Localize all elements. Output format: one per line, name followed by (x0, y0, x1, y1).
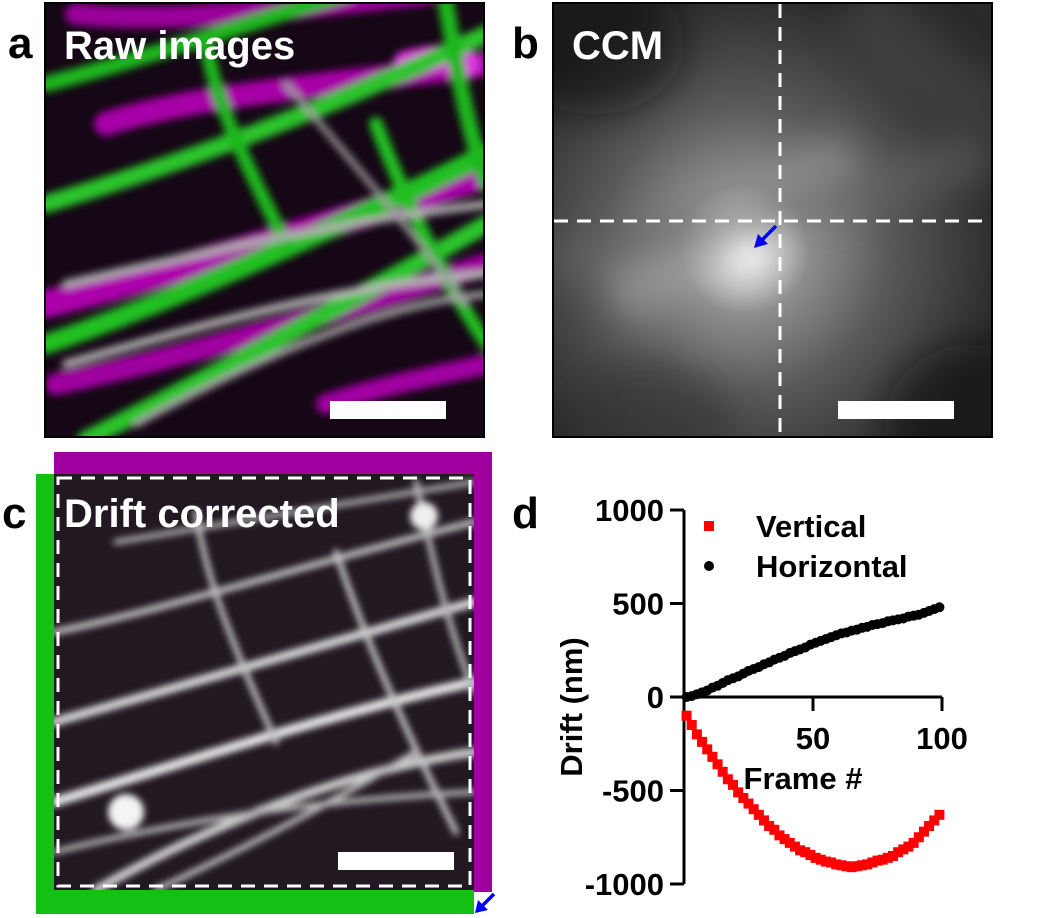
vertical-point (702, 744, 713, 755)
scale-bar (338, 852, 454, 870)
vertical-point (784, 837, 795, 848)
horizontal-point (934, 602, 945, 613)
raw-images-panel: Raw images (44, 2, 485, 438)
vertical-point (748, 804, 759, 815)
vertical-point (872, 855, 883, 866)
vertical-point (738, 792, 749, 803)
vertical-point (903, 841, 914, 852)
vertical-point (908, 837, 919, 848)
vertical-point (789, 841, 800, 852)
vertical-point (743, 798, 754, 809)
vertical-point (841, 861, 852, 872)
vertical-point (707, 751, 718, 762)
ccm-panel: CCM (552, 2, 993, 438)
vertical-point (733, 787, 744, 798)
vertical-point (774, 830, 785, 841)
vertical-point (887, 850, 898, 861)
legend-label: Vertical (756, 509, 866, 544)
vertical-point (728, 779, 739, 790)
vertical-point (924, 821, 935, 832)
vertical-point (764, 821, 775, 832)
panel-d-letter: d (512, 489, 539, 538)
vertical-point (717, 766, 728, 777)
vertical-point (779, 834, 790, 845)
vertical-point (826, 857, 837, 868)
vertical-point (712, 759, 723, 770)
y-tick-label: -1000 (585, 867, 664, 902)
raw-images-micrograph (46, 4, 483, 436)
vertical-point (846, 862, 857, 873)
vertical-point (691, 729, 702, 740)
ccm-title: CCM (572, 24, 664, 68)
drift-chart: 1000 500 0 -500 -1000 50 100 Frame # Drift (nm) V… (554, 494, 968, 902)
y-tick-label: 0 (647, 680, 664, 715)
vertical-point (697, 736, 708, 747)
y-tick-label: 500 (612, 587, 664, 622)
vertical-point (929, 815, 940, 826)
vertical-point (769, 824, 780, 835)
vertical-point (862, 859, 873, 870)
vertical-point (918, 826, 929, 837)
vertical-point (934, 809, 945, 820)
drift-corrected-panel: Drift corrected (36, 452, 496, 914)
vertical-point (681, 710, 692, 721)
ccm-map (554, 4, 991, 436)
drift-corrected-title: Drift corrected (64, 492, 340, 536)
vertical-point (820, 856, 831, 867)
vertical-point (877, 854, 888, 865)
panel-b-letter: b (512, 19, 539, 68)
scale-bar (838, 401, 954, 419)
legend-marker-vertical (704, 521, 714, 531)
vertical-point (913, 832, 924, 843)
legend-label: Horizontal (756, 549, 908, 584)
x-tick-label: 100 (916, 721, 968, 756)
scale-bar (330, 401, 446, 419)
raw-images-title: Raw images (64, 24, 296, 68)
vertical-point (753, 809, 764, 820)
vertical-point (882, 852, 893, 863)
x-axis-label: Frame # (744, 761, 863, 796)
panel-a-letter: a (8, 19, 33, 68)
vertical-point (722, 774, 733, 785)
vertical-point (857, 860, 868, 871)
vertical-point (795, 845, 806, 856)
legend-marker-horizontal (704, 561, 714, 571)
vertical-point (686, 720, 697, 731)
y-tick-label: 1000 (595, 494, 664, 528)
vertical-point (831, 859, 842, 870)
y-axis-label: Drift (nm) (554, 637, 589, 776)
x-tick-label: 50 (796, 721, 830, 756)
vertical-point (898, 844, 909, 855)
vertical-point (758, 815, 769, 826)
vertical-point (836, 860, 847, 871)
vertical-point (805, 850, 816, 861)
y-tick-label: -500 (602, 774, 664, 809)
vertical-point (815, 854, 826, 865)
arrow-icon (754, 224, 778, 248)
drift-corrected-micrograph (36, 452, 492, 914)
vertical-point (867, 857, 878, 868)
vertical-point (810, 852, 821, 863)
vertical-point (800, 847, 811, 858)
vertical-point (851, 861, 862, 872)
panel-c-letter: c (2, 489, 27, 538)
vertical-point (893, 847, 904, 858)
arrow-icon (475, 892, 496, 913)
